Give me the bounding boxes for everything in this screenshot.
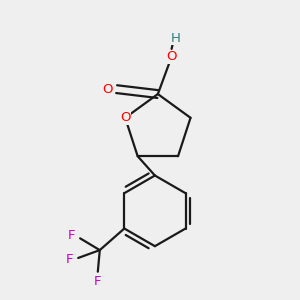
Text: H: H bbox=[171, 32, 181, 45]
Text: F: F bbox=[66, 254, 73, 266]
Text: F: F bbox=[94, 275, 102, 288]
Text: F: F bbox=[68, 229, 75, 242]
Text: O: O bbox=[166, 50, 177, 63]
Text: O: O bbox=[103, 82, 113, 96]
Text: O: O bbox=[120, 111, 130, 124]
